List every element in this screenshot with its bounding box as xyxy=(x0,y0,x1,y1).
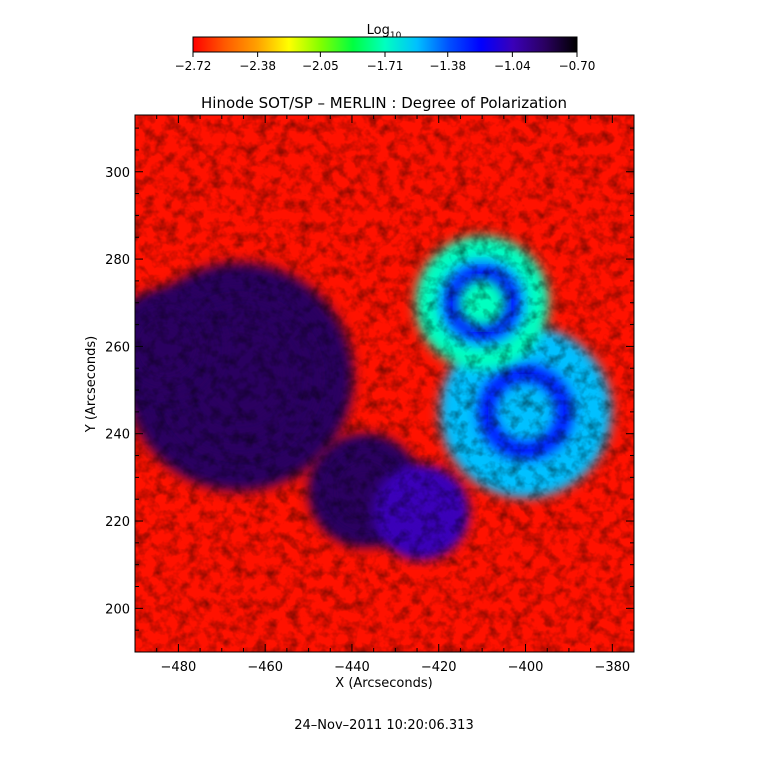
heatmap-texture xyxy=(135,115,634,652)
x-axis-label: X (Arcseconds) xyxy=(335,676,432,691)
y-tick-label: 200 xyxy=(105,602,130,617)
x-tick-label: −460 xyxy=(247,660,283,675)
colorbar-tick-label: −2.05 xyxy=(302,59,339,73)
plot-frame xyxy=(134,114,635,653)
heatmap xyxy=(135,115,634,652)
x-tick-label: −440 xyxy=(334,660,370,675)
colorbar xyxy=(192,36,578,53)
colorbar-tick-label: −0.70 xyxy=(559,59,596,73)
x-tick-label: −380 xyxy=(594,660,630,675)
colorbar-label: Log10 xyxy=(367,23,402,41)
y-tick-label: 280 xyxy=(105,253,130,268)
x-tick-label: −420 xyxy=(421,660,457,675)
x-axis-ticks: −480 −460 −440 −420 −400 −380 xyxy=(134,115,635,675)
colorbar-tick-label: −1.71 xyxy=(367,59,404,73)
y-tick-label: 240 xyxy=(105,428,130,443)
y-tick-label: 220 xyxy=(105,515,130,530)
colorbar-tick-label: −1.04 xyxy=(494,59,531,73)
colorbar-tick-label: −1.38 xyxy=(429,59,466,73)
x-tick-label: −480 xyxy=(161,660,197,675)
colorbar-ticks: −2.72 −2.38 −2.05 −1.71 −1.38 −1.04 −0.70 xyxy=(175,52,596,73)
y-axis-label: Y (Arcseconds) xyxy=(84,336,99,433)
colorbar-tick-label: −2.72 xyxy=(175,59,212,73)
x-tick-label: −400 xyxy=(508,660,544,675)
y-tick-label: 260 xyxy=(105,340,130,355)
timestamp: 24–Nov–2011 10:20:06.313 xyxy=(294,718,473,733)
colorbar-tick-label: −2.38 xyxy=(239,59,276,73)
chart-title: Hinode SOT/SP – MERLIN : Degree of Polar… xyxy=(201,94,567,112)
y-tick-label: 300 xyxy=(105,166,130,181)
y-axis-ticks: 200 220 240 260 280 300 xyxy=(105,127,634,653)
